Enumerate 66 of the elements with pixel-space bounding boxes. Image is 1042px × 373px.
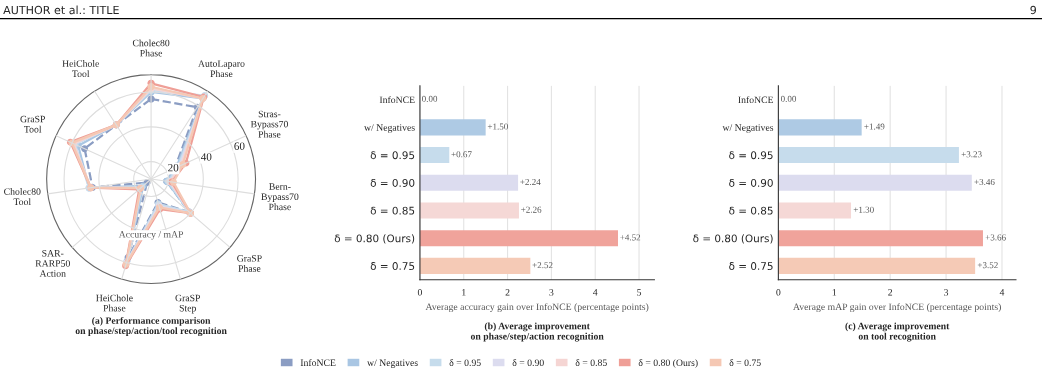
y-tick-label: δ = 0.75 (370, 262, 415, 270)
data-label: +1.50 (487, 123, 508, 130)
legend-label: δ = 0.90 (512, 359, 544, 367)
spoke-label: SAR- RARP50 Action (35, 249, 70, 277)
data-label: +3.23 (961, 151, 982, 158)
data-label: +2.24 (520, 178, 541, 186)
y-tick-label: δ = 0.80 (Ours) (693, 234, 773, 244)
data-label: +3.52 (977, 262, 998, 269)
spoke-label: HeiChole Tool (62, 60, 100, 78)
text: (c) Average improvement on tool recognition (845, 322, 950, 342)
text: (b) Average improvement on phase/step/action recognition (470, 322, 604, 342)
y-tick-label: δ = 0.90 (370, 179, 415, 187)
spoke-label: HeiChole Phase (96, 294, 133, 312)
data-label: +3.66 (985, 234, 1006, 241)
spoke-label: Cholec80 Phase (132, 39, 170, 57)
data-label: +2.26 (521, 206, 542, 213)
spoke-label: GraSP Phase (237, 255, 262, 272)
data-label: +0.67 (451, 151, 472, 158)
x-tick-label: 4 (999, 289, 1005, 296)
data-label: +2.52 (532, 262, 553, 269)
data-label: +4.52 (620, 234, 641, 241)
y-tick-label: δ = 0.95 (729, 151, 773, 160)
spoke-label: Bern- Bypass70 Phase (261, 183, 299, 211)
x-tick-label: 5 (637, 289, 642, 296)
legend-label: δ = 0.85 (575, 359, 607, 367)
y-tick-label: δ = 0.75 (729, 262, 773, 270)
data-label: 0.00 (780, 95, 797, 102)
y-tick-label: w/ Negatives (722, 124, 774, 133)
legend-label: δ = 0.80 (Ours) (638, 359, 698, 368)
data-label: +1.30 (853, 206, 874, 213)
x-tick-label: 1 (832, 289, 837, 296)
legend-label: InfoNCE (300, 359, 336, 366)
text: (a) Performance comparison on phase/step/action/tool recognition (75, 316, 227, 337)
data-label: 0.00 (422, 95, 438, 102)
data-label: +1.49 (864, 123, 885, 130)
x-axis-title: Average mAP gain over InfoNCE (percentage points) (793, 303, 1001, 313)
y-tick-label: δ = 0.90 (729, 179, 773, 187)
text: AUTHOR et al.: TITLE (3, 5, 119, 15)
y-tick-label: InfoNCE (738, 96, 774, 104)
x-tick-label: 3 (549, 289, 554, 296)
x-tick-label: 4 (592, 289, 598, 296)
x-tick-label: 1 (462, 289, 466, 296)
x-tick-label: 3 (944, 289, 949, 296)
data-label: +3.46 (974, 178, 995, 186)
y-tick-label: δ = 0.85 (729, 206, 773, 215)
legend-label: δ = 0.95 (449, 359, 481, 367)
spoke-label: GraSP Step (175, 294, 201, 314)
x-tick-label: 0 (776, 289, 781, 296)
text: Accuracy / mAP (118, 231, 184, 240)
y-tick-label: w/ Negatives (364, 124, 415, 133)
y-tick-label: 20 (168, 163, 179, 172)
spoke-label: Stras- Bypass70 Phase (250, 110, 288, 138)
text: 9 (1030, 5, 1037, 15)
y-tick-label: 60 (234, 142, 245, 150)
x-axis-title: Average accuracy gain over InfoNCE (percentage points) (425, 303, 649, 313)
x-tick-label: 2 (888, 289, 893, 296)
y-tick-label: δ = 0.80 (Ours) (334, 234, 415, 244)
y-tick-label: δ = 0.85 (370, 206, 415, 215)
x-tick-label: 0 (417, 289, 422, 296)
y-tick-label: InfoNCE (379, 96, 415, 104)
spoke-label: GraSP Tool (20, 115, 46, 133)
x-tick-label: 2 (505, 289, 510, 296)
y-tick-label: 40 (200, 153, 212, 161)
y-tick-label: δ = 0.95 (370, 151, 415, 160)
spoke-label: Cholec80 Tool (4, 188, 41, 206)
spoke-label: AutoLaparo Phase (198, 60, 245, 78)
